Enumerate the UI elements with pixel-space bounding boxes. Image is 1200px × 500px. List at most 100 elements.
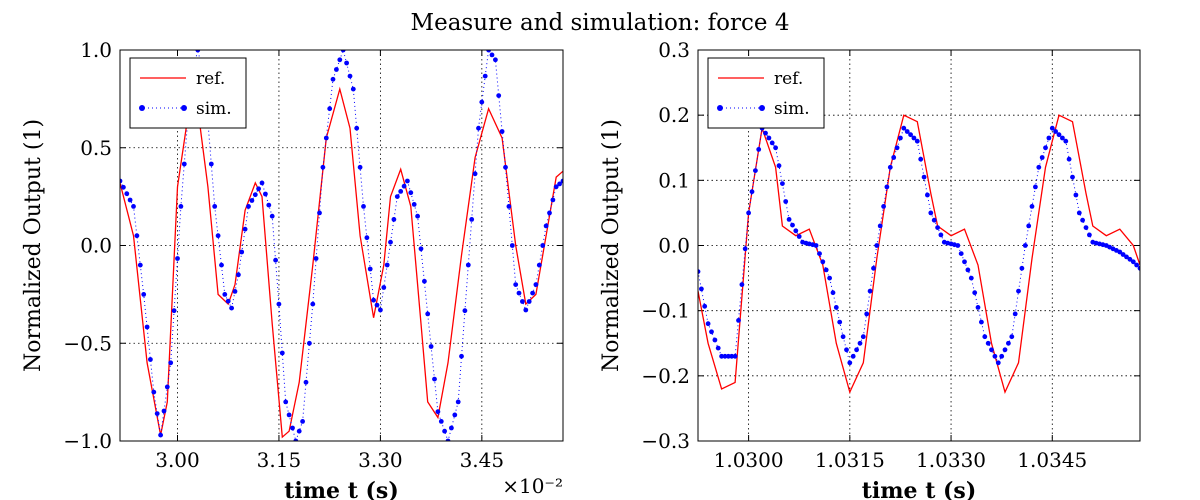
data-point xyxy=(144,324,150,330)
legend-label: sim. xyxy=(196,99,232,119)
data-point xyxy=(489,52,495,58)
data-point xyxy=(367,266,373,272)
data-point xyxy=(486,50,491,53)
data-point xyxy=(479,99,485,105)
data-point xyxy=(208,161,214,167)
data-point xyxy=(137,262,143,268)
data-point xyxy=(884,184,890,190)
data-point xyxy=(148,357,153,362)
data-point xyxy=(995,360,1001,366)
data-point xyxy=(722,353,728,359)
data-point xyxy=(827,275,832,281)
left-plot: 3.00 3.15 3.30 3.45 −1.0 −0.5 0.0 0.5 1.0 time t … xyxy=(21,38,564,500)
data-point xyxy=(249,198,255,203)
data-point xyxy=(742,246,748,252)
data-point xyxy=(1009,334,1015,340)
data-point xyxy=(925,192,930,198)
data-point xyxy=(823,267,829,273)
data-point xyxy=(763,130,768,136)
series-markers-sim xyxy=(120,50,563,441)
data-point xyxy=(1046,135,1052,141)
data-point xyxy=(401,183,407,189)
data-point xyxy=(820,259,826,265)
data-point xyxy=(330,76,336,82)
data-point xyxy=(1026,223,1032,229)
data-point xyxy=(850,353,856,359)
x-tick-label: 3.00 xyxy=(155,448,200,472)
x-axis-label: time t (s) xyxy=(284,478,398,500)
data-point xyxy=(347,73,353,79)
data-point xyxy=(215,233,221,239)
data-point xyxy=(719,353,724,359)
data-point xyxy=(793,228,799,234)
data-point xyxy=(530,290,535,296)
data-point xyxy=(476,125,481,131)
data-point xyxy=(246,204,251,209)
data-point xyxy=(958,251,964,256)
x-offset-label: ×10⁻² xyxy=(502,474,563,498)
data-point xyxy=(293,438,299,441)
data-point xyxy=(817,251,822,256)
data-point xyxy=(290,425,295,431)
data-point xyxy=(1076,210,1082,216)
data-point xyxy=(134,233,140,239)
y-tick-label: −0.3 xyxy=(641,429,690,453)
data-point xyxy=(219,262,224,268)
data-point xyxy=(391,217,397,222)
data-point xyxy=(837,319,843,325)
data-point xyxy=(1056,132,1062,138)
data-point xyxy=(181,161,187,167)
data-point xyxy=(908,132,913,138)
data-point xyxy=(982,334,988,340)
data-point xyxy=(931,217,937,223)
data-point xyxy=(898,135,903,141)
data-point xyxy=(753,168,758,174)
data-point xyxy=(698,269,701,274)
data-point xyxy=(405,178,410,184)
data-point xyxy=(239,249,245,255)
data-point xyxy=(783,199,789,204)
data-point xyxy=(533,282,539,287)
data-point xyxy=(310,301,316,307)
data-point xyxy=(844,347,849,353)
data-point xyxy=(131,204,136,209)
data-point xyxy=(256,186,261,192)
data-point xyxy=(307,340,312,346)
data-point xyxy=(462,308,468,314)
data-point xyxy=(726,353,731,359)
figure-title: Measure and simulation: force 4 xyxy=(411,10,790,36)
data-point xyxy=(384,262,390,268)
data-point xyxy=(769,140,775,146)
data-point xyxy=(1073,192,1079,198)
data-point xyxy=(739,282,745,287)
data-point xyxy=(303,379,309,385)
data-point xyxy=(164,384,170,390)
data-point xyxy=(871,265,876,271)
data-point xyxy=(273,257,278,263)
right-plot: 1.0300 1.0315 1.0330 1.0345 −0.3 −0.2 −0.1 0.0 0… xyxy=(599,38,1141,500)
legend-label: sim. xyxy=(774,99,810,119)
y-axis-label: Normalized Output (1) xyxy=(21,119,46,372)
data-point xyxy=(317,210,322,216)
data-point xyxy=(911,135,917,141)
data-point xyxy=(398,189,404,194)
data-point xyxy=(962,259,967,265)
data-point xyxy=(790,222,795,228)
data-point xyxy=(749,189,755,195)
data-point xyxy=(408,190,414,196)
data-point xyxy=(516,290,522,296)
data-point xyxy=(729,353,735,359)
data-point xyxy=(428,344,434,349)
data-point xyxy=(985,340,991,346)
data-point xyxy=(313,256,319,261)
data-point xyxy=(394,194,400,200)
data-point xyxy=(830,290,836,296)
data-point xyxy=(965,267,971,273)
data-point xyxy=(1120,252,1126,257)
data-point xyxy=(523,307,529,313)
data-point xyxy=(320,164,326,170)
data-point xyxy=(992,353,998,359)
data-point xyxy=(955,243,961,248)
data-point xyxy=(543,223,549,229)
data-point xyxy=(894,145,900,151)
